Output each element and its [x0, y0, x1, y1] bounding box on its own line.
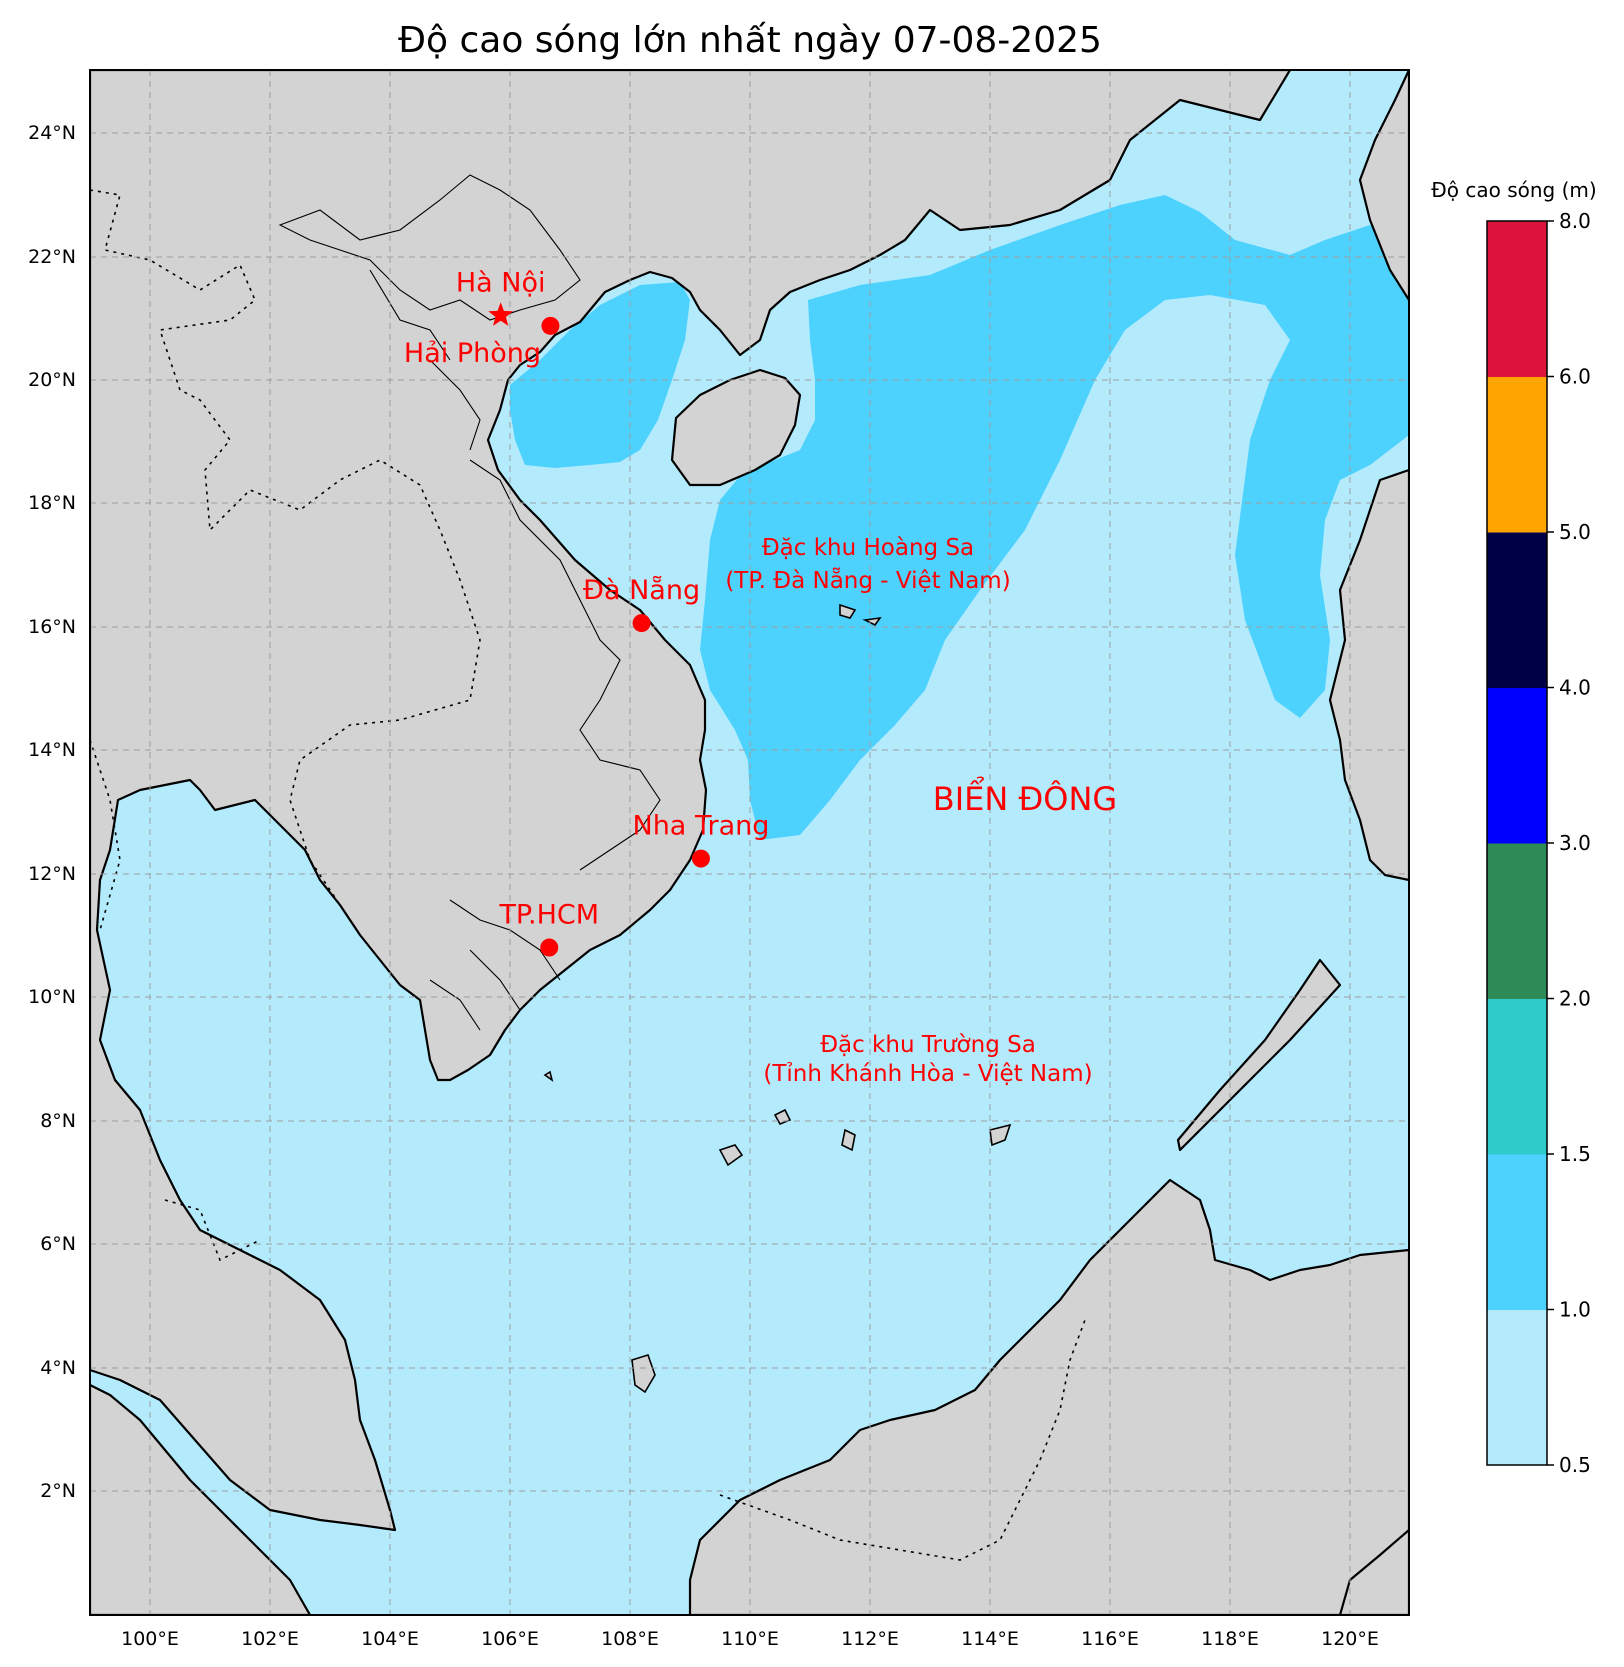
lon-tick-label: 110°E: [721, 1628, 779, 1650]
lon-tick-label: 114°E: [961, 1628, 1019, 1650]
island-con-dao: [543, 1070, 554, 1082]
province-lines-central: [469, 459, 661, 871]
island-natuna: [718, 1144, 744, 1167]
city-marker-3: [691, 849, 710, 868]
colorbar-tick-label: 5.0: [1559, 520, 1591, 544]
colorbar: Độ cao sóng (m) 0.5 1.0 1.5 2.0 3.0 4.0 5.0 6.0…: [1431, 178, 1596, 1477]
border-malaysia-thailand: [164, 1199, 261, 1262]
lon-tick-label: 100°E: [121, 1628, 179, 1650]
lon-tick-label: 104°E: [361, 1628, 419, 1650]
lon-tick-label: 116°E: [1081, 1628, 1139, 1650]
lat-tick-label: 4°N: [40, 1357, 76, 1379]
small-islands: [543, 603, 1012, 1394]
lat-tick-label: 12°N: [28, 863, 76, 885]
wave-zone-gulf-of-tonkin: [510, 282, 690, 468]
lat-tick-label: 14°N: [28, 739, 76, 761]
colorbar-tick-label: 0.5: [1559, 1453, 1591, 1477]
land-borneo: [688, 1178, 1409, 1615]
lat-tick-label: 8°N: [40, 1110, 76, 1132]
lat-tick-label: 24°N: [28, 122, 76, 144]
colorbar-ticks: 0.5 1.0 1.5 2.0 3.0 4.0 5.0 6.0 8.0: [1547, 209, 1591, 1477]
colorbar-bin: [1487, 1309, 1547, 1466]
lat-tick-label: 6°N: [40, 1233, 76, 1255]
colorbar-tick-label: 4.0: [1559, 676, 1591, 700]
land-mindanao: [1338, 1528, 1409, 1615]
map-area: Đặc khu Hoàng Sa (TP. Đà Nẵng - Việt Nam…: [90, 70, 1409, 1615]
lon-tick-label: 112°E: [841, 1628, 899, 1650]
colorbar-bin: [1487, 843, 1547, 999]
colorbar-tick-label: 6.0: [1559, 365, 1591, 389]
colorbar-bin: [1487, 998, 1547, 1155]
map-title: Độ cao sóng lớn nhất ngày 07-08-2025: [398, 20, 1102, 61]
colorbar-bin: [1487, 532, 1547, 688]
colorbar-bins: [1487, 221, 1547, 1466]
province-lines-north: [278, 174, 581, 451]
city-label: Hà Nội: [456, 267, 546, 298]
city-label: Nha Trang: [633, 811, 770, 842]
truong-sa-label-line1: Đặc khu Trường Sa: [820, 1032, 1036, 1058]
lat-tick-label: 2°N: [40, 1480, 76, 1502]
longitude-ticks: 100°E 102°E 104°E 106°E 108°E 110°E 112°…: [121, 1628, 1379, 1650]
colorbar-bin: [1487, 221, 1547, 377]
map-frame: [89, 69, 1410, 1616]
lat-tick-label: 18°N: [28, 492, 76, 514]
city-label: TP.HCM: [498, 900, 599, 931]
island-hoang-sa-1: [839, 603, 857, 619]
latitude-ticks: 24°N 22°N 20°N 18°N 16°N 14°N 12°N 10°N …: [28, 122, 76, 1502]
city-label: Đà Nẵng: [583, 575, 700, 606]
lat-tick-label: 20°N: [28, 369, 76, 391]
colorbar-tick-label: 1.5: [1559, 1142, 1591, 1166]
lon-tick-label: 118°E: [1201, 1628, 1259, 1650]
bien-dong-label: BIỂN ĐÔNG: [933, 776, 1117, 818]
city-markers: Hà Nội Hải Phòng Đà Nẵng Nha Trang TP.HCM: [404, 267, 770, 957]
lon-tick-label: 106°E: [481, 1628, 539, 1650]
lon-tick-label: 108°E: [601, 1628, 659, 1650]
border-thailand-cambodia: [90, 739, 121, 931]
colorbar-title: Độ cao sóng (m): [1431, 178, 1596, 202]
borders: [90, 189, 1086, 1561]
city-marker-1: [541, 316, 560, 335]
city-marker-4: [540, 938, 559, 957]
colorbar-bin: [1487, 687, 1547, 844]
island-anambas: [631, 1354, 656, 1394]
lon-tick-label: 102°E: [241, 1628, 299, 1650]
colorbar-bin: [1487, 1154, 1547, 1310]
land-sumatra: [90, 1383, 312, 1615]
wave-zone-north-central: [700, 195, 1409, 840]
lon-tick-label: 120°E: [1321, 1628, 1379, 1650]
lat-tick-label: 16°N: [28, 616, 76, 638]
city-marker-0: [488, 302, 514, 326]
colorbar-bin: [1487, 376, 1547, 533]
land-taiwan: [1358, 70, 1409, 302]
hoang-sa-label-line2: (TP. Đà Nẵng - Việt Nam): [725, 566, 1010, 594]
colorbar-tick-label: 3.0: [1559, 831, 1591, 855]
graticule: [90, 70, 1409, 1615]
truong-sa-label-line2: (Tỉnh Khánh Hòa - Việt Nam): [763, 1061, 1092, 1087]
colorbar-tick-label: 1.0: [1559, 1298, 1591, 1322]
island-truong-sa-2: [989, 1123, 1012, 1147]
colorbar-tick-label: 2.0: [1559, 987, 1591, 1011]
land-palawan: [1176, 958, 1342, 1152]
colorbar-tick-label: 8.0: [1559, 209, 1591, 233]
lat-tick-label: 10°N: [28, 986, 76, 1008]
city-label: Hải Phòng: [404, 338, 541, 369]
island-truong-sa-1: [841, 1128, 856, 1152]
hoang-sa-label-line1: Đặc khu Hoàng Sa: [762, 535, 974, 561]
lat-tick-label: 22°N: [28, 246, 76, 268]
city-marker-2: [632, 614, 651, 633]
province-borders: [278, 174, 661, 1031]
